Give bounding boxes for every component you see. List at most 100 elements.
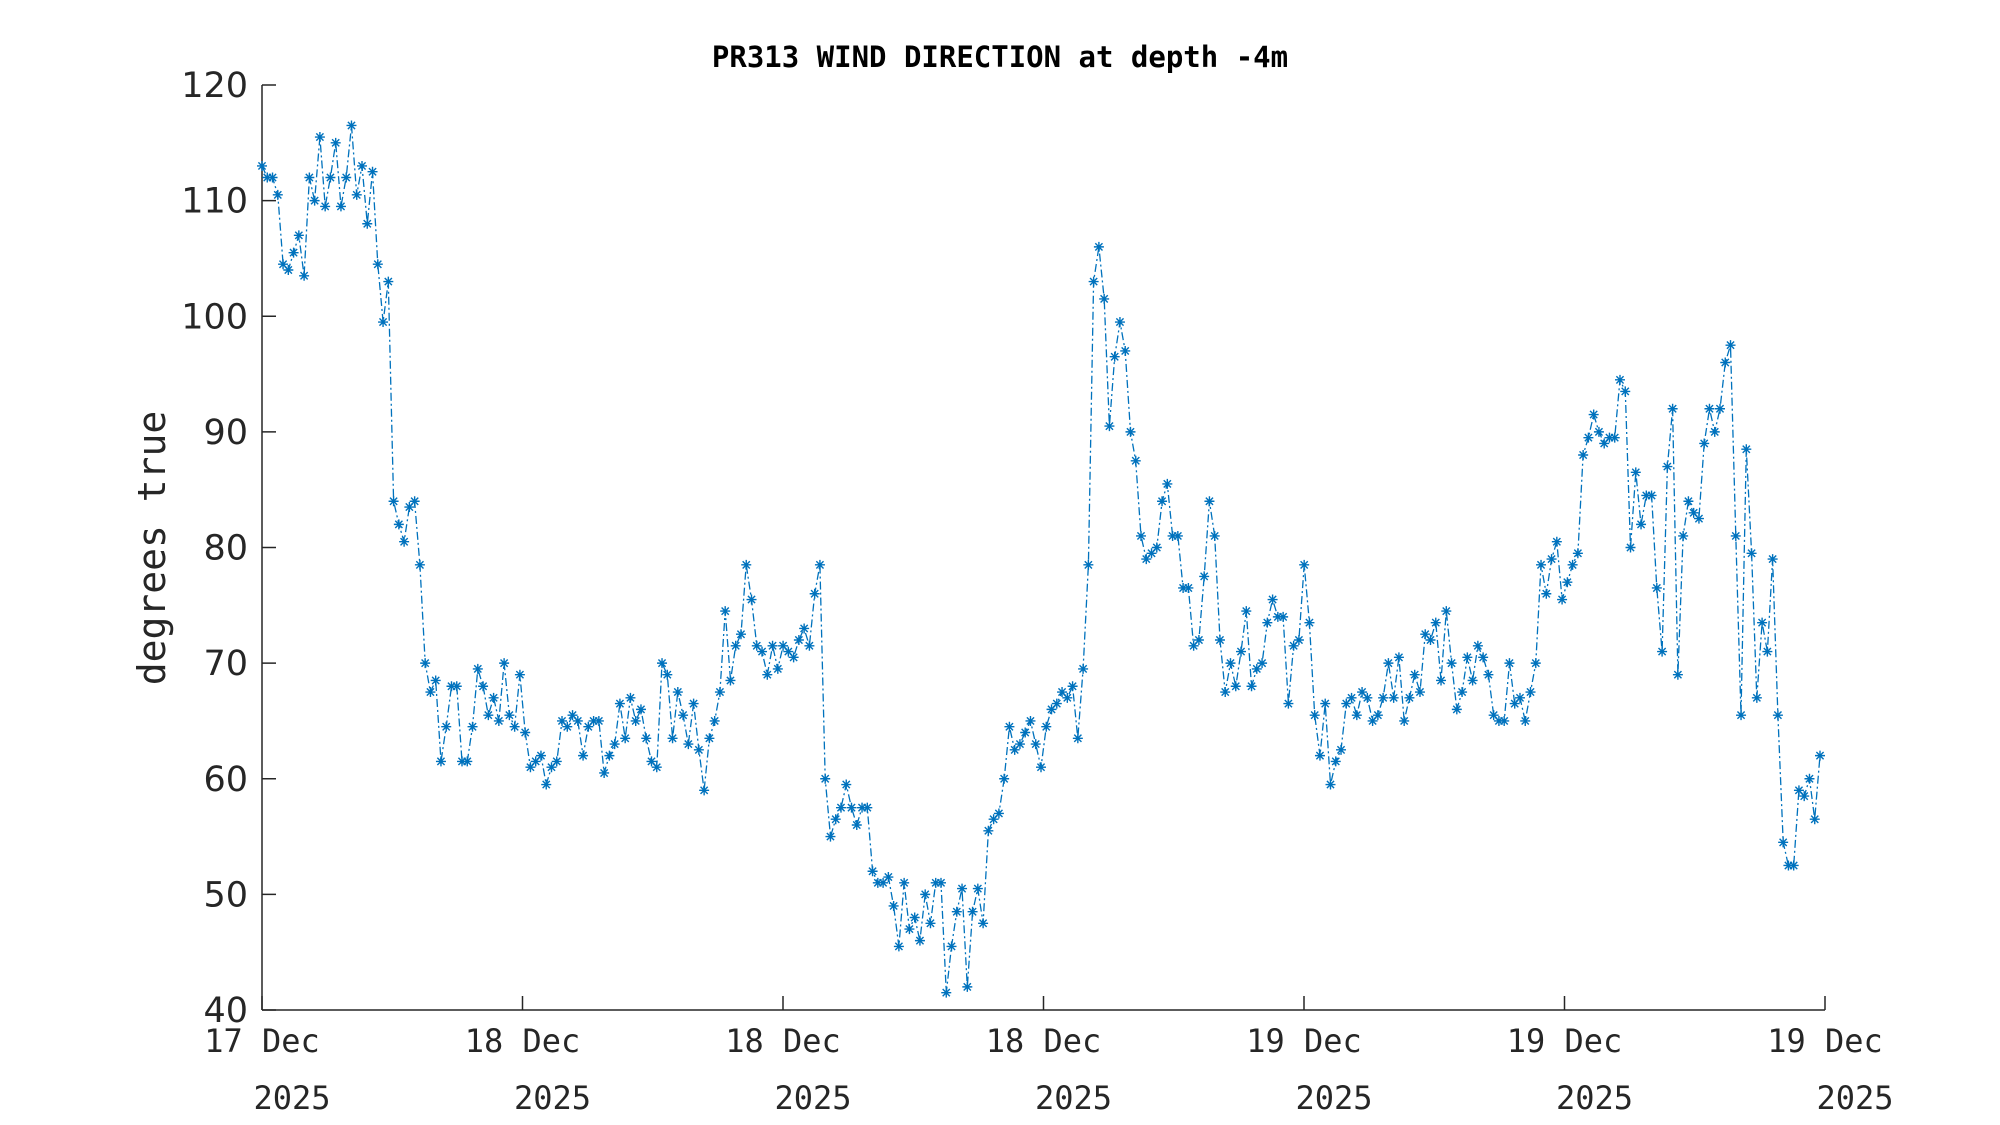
data-point [1530, 658, 1541, 669]
data-point [862, 802, 873, 813]
data-point [1399, 715, 1410, 726]
data-point [1209, 530, 1220, 541]
data-point [1188, 640, 1199, 651]
data-point [1441, 606, 1452, 617]
data-point [567, 710, 578, 721]
data-point [1504, 658, 1515, 669]
data-point [1362, 692, 1373, 703]
data-point [1278, 611, 1289, 622]
data-point [1114, 317, 1125, 328]
data-point [1267, 594, 1278, 605]
data-point [1141, 554, 1152, 565]
data-point [1325, 779, 1336, 790]
data-point [704, 733, 715, 744]
data-point [1641, 490, 1652, 501]
data-point [1709, 426, 1720, 437]
data-point [946, 941, 957, 952]
data-point [620, 733, 631, 744]
data-point [1446, 658, 1457, 669]
data-point [635, 704, 646, 715]
data-point [1083, 559, 1094, 570]
data-point [1525, 687, 1536, 698]
data-point [1336, 744, 1347, 755]
data-point [1657, 646, 1668, 657]
data-point [441, 721, 452, 732]
data-point [478, 681, 489, 692]
x-tick-label-date: 19 Dec [1767, 1022, 1883, 1060]
data-point [357, 160, 368, 171]
data-point [1557, 594, 1568, 605]
data-point [1199, 571, 1210, 582]
data-point [1036, 762, 1046, 773]
data-point [1693, 513, 1704, 524]
data-point [1788, 860, 1799, 871]
data-point [909, 912, 920, 923]
data-point [1099, 293, 1110, 304]
data-point [1414, 687, 1425, 698]
data-point [646, 756, 657, 767]
data-point [1636, 519, 1647, 530]
data-point [735, 629, 746, 640]
data-point [1730, 530, 1741, 541]
data-point [1683, 496, 1694, 507]
data-point [1178, 582, 1189, 593]
y-tick-label: 50 [203, 875, 248, 915]
data-point [551, 756, 562, 767]
data-point [699, 785, 710, 796]
data-point [983, 825, 994, 836]
data-point [1551, 536, 1562, 547]
data-point [1572, 548, 1583, 559]
data-point [1472, 640, 1483, 651]
data-point [1272, 611, 1283, 622]
data-point [651, 762, 662, 773]
data-point [714, 687, 725, 698]
data-point [599, 767, 610, 778]
x-tick-label-date: 18 Dec [465, 1022, 581, 1060]
y-tick-label: 110 [181, 182, 248, 222]
x-axis-ticks: 17 Dec 2025 18 Dec 2025 18 Dec 2025 18 Dec 2025… [204, 996, 1894, 1117]
data-point [414, 559, 425, 570]
data-point [509, 721, 520, 732]
data-point [1457, 687, 1468, 698]
data-point [1125, 426, 1136, 437]
data-point [372, 259, 383, 270]
data-point [641, 733, 652, 744]
data-point [830, 814, 841, 825]
data-point [572, 715, 583, 726]
data-point [462, 756, 473, 767]
data-point [993, 808, 1004, 819]
x-tick-label-date: 19 Dec [1246, 1022, 1362, 1060]
data-point [1699, 438, 1710, 449]
data-point [1314, 750, 1325, 761]
data-point [1509, 698, 1520, 709]
data-point [825, 831, 836, 842]
data-point [883, 872, 894, 883]
y-tick-label: 90 [203, 413, 248, 453]
data-point [1320, 698, 1331, 709]
x-tick-label-date: 19 Dec [1507, 1022, 1623, 1060]
data-point [1367, 715, 1378, 726]
data-point [1283, 698, 1294, 709]
data-point [872, 877, 883, 888]
data-point [988, 814, 999, 825]
data-point [1746, 548, 1757, 559]
data-point [1304, 617, 1315, 628]
data-point [904, 924, 915, 935]
data-point [1809, 814, 1820, 825]
data-point [609, 739, 620, 750]
data-point [1462, 652, 1473, 663]
data-point [1346, 692, 1357, 703]
data-point [278, 259, 289, 270]
data-point [1009, 744, 1020, 755]
data-point [1030, 739, 1041, 750]
data-point [1093, 241, 1104, 252]
data-point [320, 201, 331, 212]
data-point [935, 877, 946, 888]
data-point [1688, 507, 1699, 518]
data-point [1741, 444, 1752, 455]
data-point [1341, 698, 1352, 709]
data-point [688, 698, 699, 709]
data-point [841, 779, 852, 790]
data-point [630, 715, 641, 726]
